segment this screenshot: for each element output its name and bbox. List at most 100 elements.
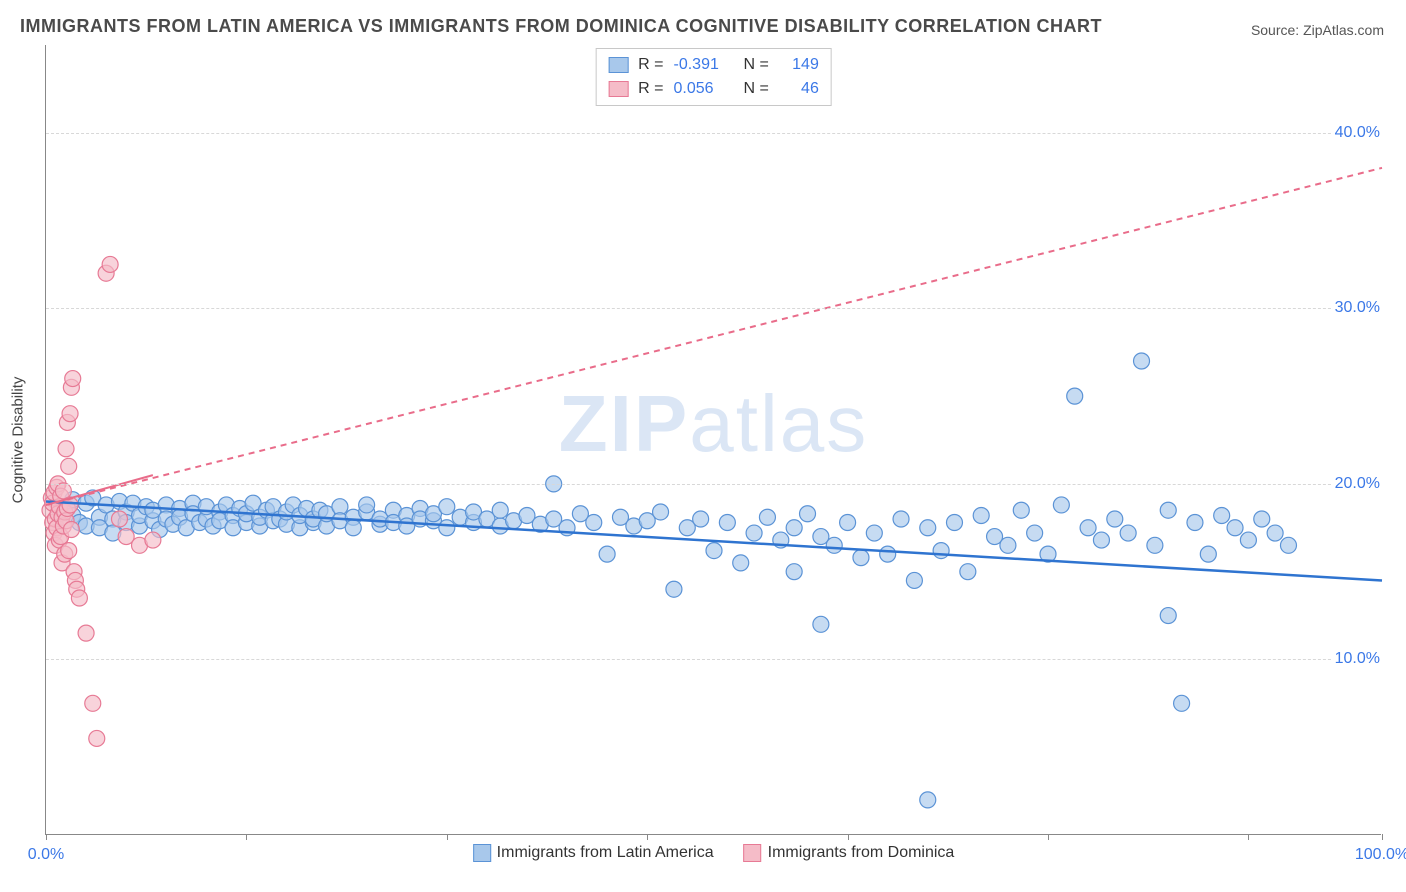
data-point <box>853 550 869 566</box>
data-point <box>1093 532 1109 548</box>
source-label: Source: <box>1251 22 1303 38</box>
data-point <box>359 497 375 513</box>
trend-line <box>46 501 1382 580</box>
data-point <box>706 543 722 559</box>
data-point <box>1013 502 1029 518</box>
data-point <box>786 520 802 536</box>
data-point <box>960 564 976 580</box>
data-point <box>973 507 989 523</box>
data-point <box>813 616 829 632</box>
data-point <box>1053 497 1069 513</box>
data-point <box>439 499 455 515</box>
data-point <box>61 458 77 474</box>
data-point <box>1174 695 1190 711</box>
data-point <box>866 525 882 541</box>
x-tick <box>447 834 448 840</box>
data-point <box>719 515 735 531</box>
data-point <box>1254 511 1270 527</box>
data-point <box>492 502 508 518</box>
data-point <box>63 522 79 538</box>
x-tick <box>1048 834 1049 840</box>
x-tick <box>1248 834 1249 840</box>
data-point <box>65 371 81 387</box>
data-point <box>880 546 896 562</box>
data-point <box>1214 507 1230 523</box>
data-point <box>599 546 615 562</box>
data-point <box>345 520 361 536</box>
data-point <box>1027 525 1043 541</box>
data-point <box>1107 511 1123 527</box>
data-point <box>920 792 936 808</box>
y-tick-label: 40.0% <box>1332 124 1383 142</box>
trend-line <box>46 168 1382 505</box>
data-point <box>1200 546 1216 562</box>
data-point <box>906 572 922 588</box>
gridline <box>46 659 1381 660</box>
source-value: ZipAtlas.com <box>1303 22 1384 38</box>
x-tick-label: 100.0% <box>1355 846 1406 864</box>
data-point <box>111 511 127 527</box>
x-tick <box>46 834 47 840</box>
data-point <box>1067 388 1083 404</box>
data-point <box>1000 537 1016 553</box>
data-point <box>693 511 709 527</box>
y-tick-label: 20.0% <box>1332 475 1383 493</box>
data-point <box>1267 525 1283 541</box>
series-legend: Immigrants from Latin America Immigrants … <box>473 844 955 862</box>
data-point <box>1147 537 1163 553</box>
data-point <box>666 581 682 597</box>
chart-svg <box>46 45 1381 834</box>
data-point <box>893 511 909 527</box>
legend-item: Immigrants from Latin America <box>473 844 714 862</box>
data-point <box>1227 520 1243 536</box>
gridline <box>46 308 1381 309</box>
gridline <box>46 484 1381 485</box>
x-tick <box>1382 834 1383 840</box>
x-tick <box>848 834 849 840</box>
y-tick-label: 30.0% <box>1332 299 1383 317</box>
data-point <box>89 730 105 746</box>
data-point <box>58 441 74 457</box>
data-point <box>933 543 949 559</box>
legend-swatch <box>744 844 762 862</box>
data-point <box>71 590 87 606</box>
data-point <box>586 515 602 531</box>
gridline <box>46 133 1381 134</box>
y-axis-title: Cognitive Disability <box>10 377 27 504</box>
data-point <box>1160 608 1176 624</box>
legend-item: Immigrants from Dominica <box>744 844 955 862</box>
data-point <box>759 509 775 525</box>
source-attribution: Source: ZipAtlas.com <box>1251 22 1384 38</box>
x-tick <box>246 834 247 840</box>
data-point <box>920 520 936 536</box>
data-point <box>786 564 802 580</box>
plot-area: ZIPatlas R =-0.391N =149R =0.056N =46 Im… <box>45 45 1381 835</box>
chart-title: IMMIGRANTS FROM LATIN AMERICA VS IMMIGRA… <box>20 16 1102 37</box>
data-point <box>653 504 669 520</box>
data-point <box>1080 520 1096 536</box>
data-point <box>102 256 118 272</box>
data-point <box>62 406 78 422</box>
data-point <box>145 532 161 548</box>
x-tick <box>647 834 648 840</box>
data-point <box>439 520 455 536</box>
data-point <box>1280 537 1296 553</box>
legend-label: Immigrants from Latin America <box>497 844 714 862</box>
data-point <box>1134 353 1150 369</box>
data-point <box>78 625 94 641</box>
data-point <box>840 515 856 531</box>
data-point <box>1240 532 1256 548</box>
data-point <box>733 555 749 571</box>
data-point <box>1160 502 1176 518</box>
legend-swatch <box>473 844 491 862</box>
y-tick-label: 10.0% <box>1332 650 1383 668</box>
data-point <box>1120 525 1136 541</box>
data-point <box>1187 515 1203 531</box>
legend-label: Immigrants from Dominica <box>768 844 955 862</box>
data-point <box>746 525 762 541</box>
x-tick-label: 0.0% <box>28 846 64 864</box>
data-point <box>826 537 842 553</box>
data-point <box>946 515 962 531</box>
data-point <box>800 506 816 522</box>
data-point <box>61 543 77 559</box>
